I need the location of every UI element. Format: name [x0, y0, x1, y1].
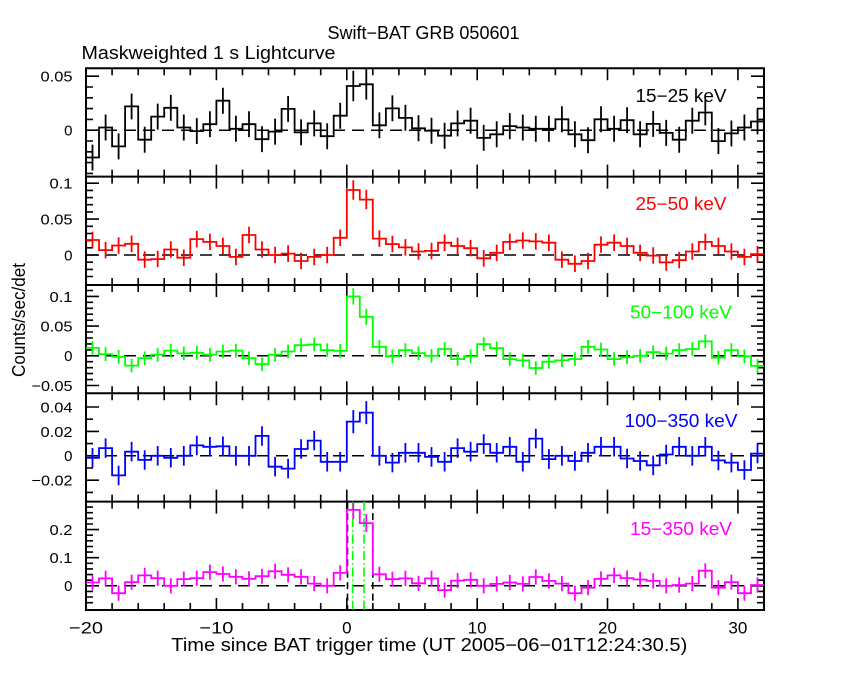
svg-text:30: 30 [728, 619, 747, 638]
svg-text:0: 0 [64, 578, 72, 595]
svg-text:−10: −10 [199, 619, 233, 638]
svg-text:15−25 keV: 15−25 keV [636, 86, 727, 106]
svg-text:0.02: 0.02 [41, 424, 73, 441]
svg-text:0.2: 0.2 [50, 522, 73, 539]
svg-text:−0.02: −0.02 [32, 473, 73, 490]
svg-text:0.1: 0.1 [50, 550, 73, 567]
svg-text:Time since BAT trigger time (U: Time since BAT trigger time (UT 2005−06−… [171, 635, 687, 655]
svg-text:0: 0 [342, 619, 351, 638]
svg-text:15−350 keV: 15−350 keV [630, 519, 732, 539]
svg-text:0: 0 [64, 448, 72, 465]
svg-text:−20: −20 [69, 619, 103, 638]
svg-text:50−100 keV: 50−100 keV [630, 303, 732, 323]
svg-text:0: 0 [64, 247, 72, 264]
svg-text:0.1: 0.1 [50, 176, 73, 193]
svg-text:0.1: 0.1 [50, 289, 73, 306]
svg-text:0.05: 0.05 [41, 212, 73, 229]
svg-text:0: 0 [64, 348, 72, 365]
svg-text:Maskweighted 1 s Lightcurve: Maskweighted 1 s Lightcurve [82, 43, 336, 63]
svg-text:0.04: 0.04 [41, 399, 73, 416]
svg-text:Swift−BAT GRB 050601: Swift−BAT GRB 050601 [328, 23, 520, 43]
svg-text:10: 10 [468, 619, 487, 638]
svg-text:−0.05: −0.05 [32, 378, 73, 395]
svg-text:0.05: 0.05 [41, 319, 73, 336]
svg-text:20: 20 [598, 619, 617, 638]
svg-text:100−350 keV: 100−350 keV [625, 411, 738, 431]
svg-text:0: 0 [64, 123, 72, 140]
svg-text:0.05: 0.05 [41, 69, 73, 86]
svg-text:Counts/sec/det: Counts/sec/det [9, 263, 29, 377]
svg-text:25−50 keV: 25−50 keV [636, 194, 727, 214]
